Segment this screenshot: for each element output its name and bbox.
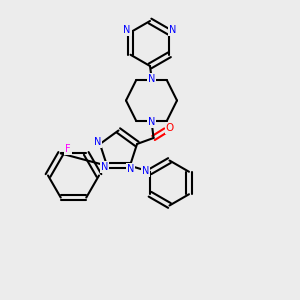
Text: N: N (148, 74, 155, 84)
Text: N: N (127, 164, 134, 174)
Text: F: F (65, 144, 71, 154)
Text: O: O (166, 123, 174, 133)
Text: N: N (148, 117, 155, 128)
Text: N: N (169, 25, 177, 35)
Text: N: N (142, 166, 149, 176)
Text: N: N (94, 136, 101, 147)
Text: N: N (123, 25, 130, 35)
Text: N: N (101, 162, 108, 172)
